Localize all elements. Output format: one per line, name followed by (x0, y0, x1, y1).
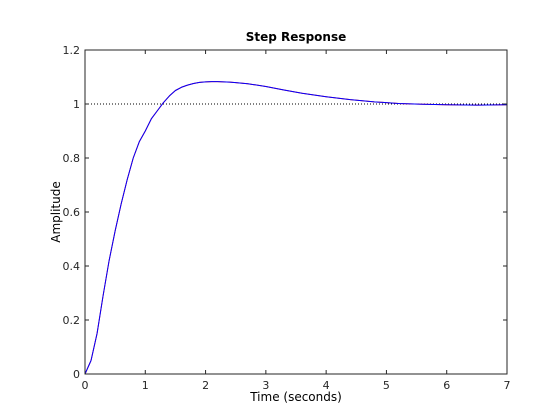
x-axis-title: Time (seconds) (249, 390, 342, 404)
x-tick-label: 7 (504, 379, 511, 392)
y-tick-label: 0.8 (63, 152, 81, 165)
x-tick-label: 3 (262, 379, 269, 392)
x-tick-label: 4 (323, 379, 330, 392)
y-tick-label: 1 (73, 98, 80, 111)
x-tick-label: 0 (82, 379, 89, 392)
y-tick-label: 0.2 (63, 314, 81, 327)
y-tick-label: 0.6 (63, 206, 81, 219)
tick-layer: 0 1 2 3 4 5 6 7 0 0.2 0.4 0.6 0.8 1 1.2 (63, 44, 511, 392)
chart-title: Step Response (246, 30, 346, 44)
y-axis-title: Amplitude (49, 181, 63, 243)
x-tick-label: 2 (202, 379, 209, 392)
y-tick-label: 1.2 (63, 44, 81, 57)
y-tick-label: 0.4 (63, 260, 81, 273)
x-tick-label: 6 (443, 379, 450, 392)
series-layer (84, 81, 508, 375)
y-tick-label: 0 (73, 368, 80, 381)
x-tick-label: 1 (142, 379, 149, 392)
series-line-2 (84, 81, 508, 375)
x-tick-label: 5 (383, 379, 390, 392)
plot-area (85, 50, 507, 374)
